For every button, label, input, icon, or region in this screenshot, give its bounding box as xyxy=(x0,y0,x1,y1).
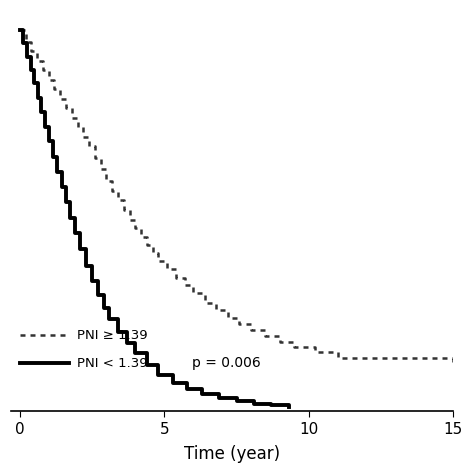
Text: p = 0.006: p = 0.006 xyxy=(192,356,261,370)
Text: PNI < 1.39: PNI < 1.39 xyxy=(77,356,148,370)
Text: PNI ≥ 1.39: PNI ≥ 1.39 xyxy=(77,328,148,342)
X-axis label: Time (year): Time (year) xyxy=(184,445,280,463)
